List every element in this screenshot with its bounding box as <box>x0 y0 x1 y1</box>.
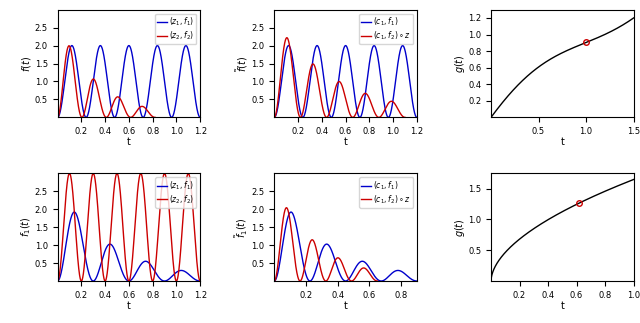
Legend: $(z_1,f_1)$, $(z_2,f_2)$: $(z_1,f_1)$, $(z_2,f_2)$ <box>155 14 196 44</box>
Y-axis label: $g(t)$: $g(t)$ <box>452 54 467 73</box>
Y-axis label: $\tilde{f}(t)$: $\tilde{f}(t)$ <box>234 56 250 71</box>
Y-axis label: $g(t)$: $g(t)$ <box>452 218 467 236</box>
X-axis label: t: t <box>561 138 564 148</box>
Y-axis label: $f(t)$: $f(t)$ <box>20 56 33 71</box>
Legend: $(c_1,f_1)$, $(c_1,f_2)\circ z$: $(c_1,f_1)$, $(c_1,f_2)\circ z$ <box>359 14 413 44</box>
X-axis label: t: t <box>344 138 348 148</box>
Y-axis label: $f_1(t)$: $f_1(t)$ <box>20 217 33 237</box>
X-axis label: t: t <box>127 301 131 311</box>
X-axis label: t: t <box>561 301 564 311</box>
Legend: $(c_1,f_1)$, $(c_1,f_2)\circ z$: $(c_1,f_1)$, $(c_1,f_2)\circ z$ <box>359 177 413 208</box>
X-axis label: t: t <box>344 301 348 311</box>
Legend: $(z_1,f_1)$, $(z_2,f_2)$: $(z_1,f_1)$, $(z_2,f_2)$ <box>155 177 196 208</box>
Y-axis label: $\tilde{f}_1(t)$: $\tilde{f}_1(t)$ <box>234 217 250 237</box>
X-axis label: t: t <box>127 138 131 148</box>
